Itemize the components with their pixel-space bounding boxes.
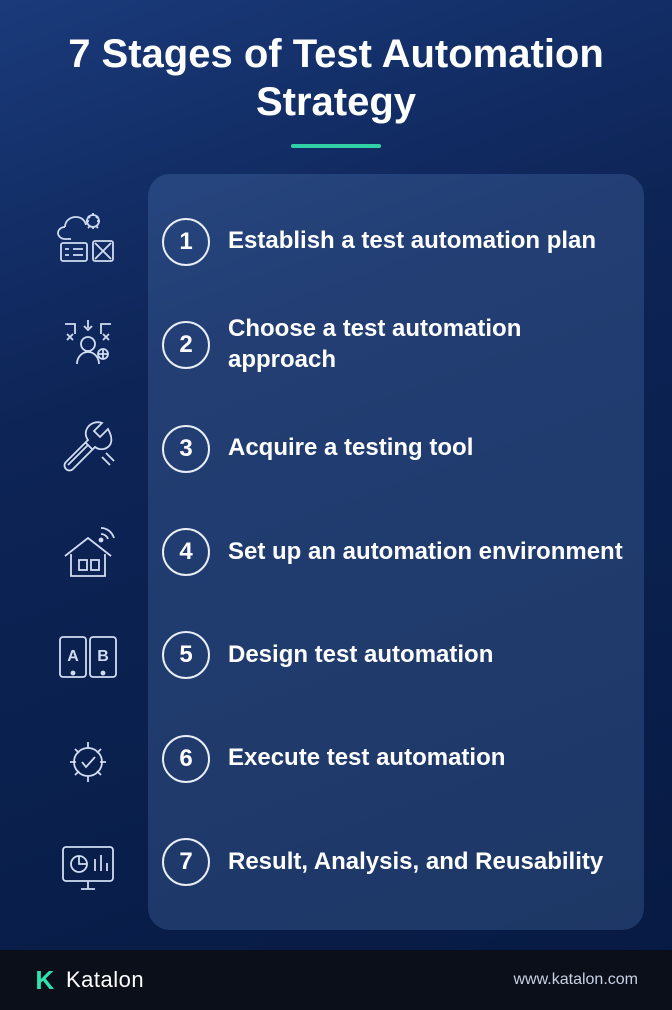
stage-row: 6 Execute test automation bbox=[162, 715, 624, 803]
stage-row: 4 Set up an automation environment bbox=[162, 508, 624, 596]
svg-text:A: A bbox=[67, 648, 79, 665]
svg-text:B: B bbox=[97, 648, 109, 665]
stage-label: Execute test automation bbox=[228, 743, 505, 774]
stage-label: Choose a test automation approach bbox=[228, 314, 624, 375]
monitor-chart-icon bbox=[48, 832, 128, 902]
stage-label: Design test automation bbox=[228, 640, 493, 671]
stage-label: Acquire a testing tool bbox=[228, 433, 473, 464]
stages-container: A B bbox=[28, 174, 644, 930]
stage-number: 2 bbox=[162, 321, 210, 369]
stage-number: 7 bbox=[162, 838, 210, 886]
stage-row: 5 Design test automation bbox=[162, 611, 624, 699]
stage-row: 2 Choose a test automation approach bbox=[162, 301, 624, 389]
stage-number: 1 bbox=[162, 218, 210, 266]
stage-number: 5 bbox=[162, 631, 210, 679]
person-arrows-icon bbox=[48, 307, 128, 377]
icons-column: A B bbox=[28, 174, 148, 930]
cloud-gear-checklist-icon bbox=[48, 202, 128, 272]
brand-name: Katalon bbox=[66, 967, 144, 993]
stage-label: Set up an automation environment bbox=[228, 537, 623, 568]
infographic-card: 7 Stages of Test Automation Strategy bbox=[0, 0, 672, 950]
tools-icon bbox=[48, 412, 128, 482]
stage-row: 3 Acquire a testing tool bbox=[162, 405, 624, 493]
stage-number: 3 bbox=[162, 425, 210, 473]
brand: K Katalon bbox=[34, 967, 144, 993]
stage-label: Establish a test automation plan bbox=[228, 226, 596, 257]
stage-row: 7 Result, Analysis, and Reusability bbox=[162, 818, 624, 906]
stage-label: Result, Analysis, and Reusability bbox=[228, 847, 603, 878]
stage-number: 4 bbox=[162, 528, 210, 576]
page-title: 7 Stages of Test Automation Strategy bbox=[28, 30, 644, 126]
brand-mark-icon: K bbox=[34, 969, 56, 991]
smart-house-icon bbox=[48, 517, 128, 587]
footer-url: www.katalon.com bbox=[514, 971, 639, 989]
stages-panel: 1 Establish a test automation plan 2 Cho… bbox=[148, 174, 644, 930]
stage-number: 6 bbox=[162, 735, 210, 783]
stage-row: 1 Establish a test automation plan bbox=[162, 198, 624, 286]
title-underline bbox=[291, 144, 381, 148]
gear-check-icon bbox=[48, 727, 128, 797]
ab-test-icon: A B bbox=[48, 622, 128, 692]
footer: K Katalon www.katalon.com bbox=[0, 950, 672, 1010]
